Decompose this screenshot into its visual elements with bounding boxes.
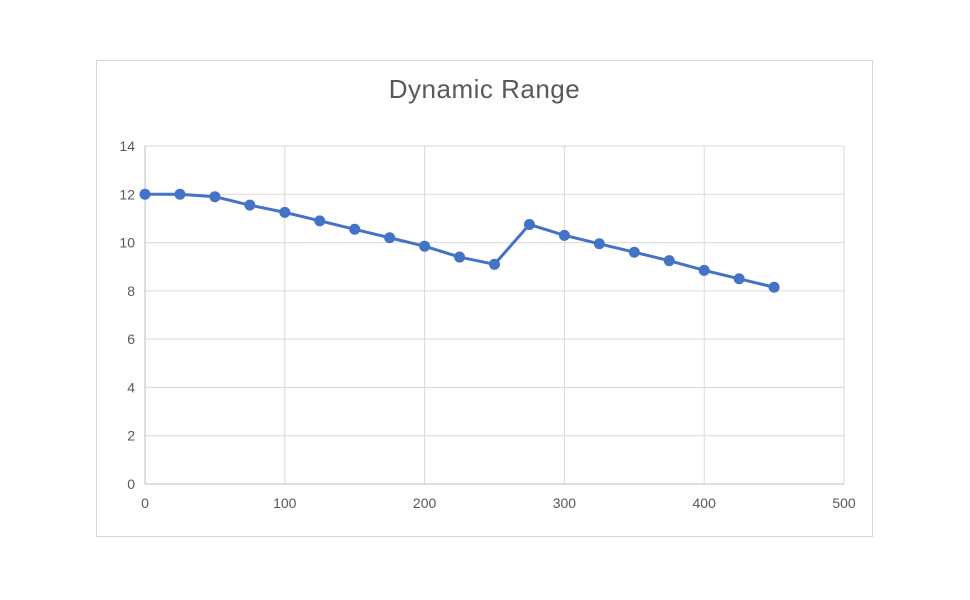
data-point-marker: [593, 238, 605, 250]
data-point-marker: [384, 232, 396, 244]
data-point-marker: [454, 251, 466, 263]
data-point-marker: [419, 240, 431, 252]
x-tick-label: 100: [273, 495, 297, 511]
x-tick-label: 500: [832, 495, 856, 511]
y-tick-label: 2: [127, 428, 135, 444]
data-point-marker: [733, 273, 745, 285]
x-tick-label: 200: [413, 495, 437, 511]
data-point-marker: [209, 191, 221, 203]
data-point-marker: [663, 255, 675, 267]
y-tick-label: 14: [119, 138, 135, 154]
data-point-marker: [139, 188, 151, 200]
line-chart: 0 2 4 6 8 10 12 14 0 100 200 300 400 500: [119, 138, 856, 511]
chart-title: Dynamic Range: [388, 74, 581, 104]
data-point-marker: [523, 218, 535, 230]
y-tick-label: 8: [127, 283, 135, 299]
data-point-marker: [489, 258, 500, 270]
data-point-marker: [698, 264, 710, 276]
x-tick-label: 0: [141, 495, 149, 511]
data-point-marker: [279, 206, 291, 218]
data-point-marker: [349, 223, 361, 235]
data-point-marker: [628, 246, 640, 258]
y-tick-label: 12: [119, 186, 135, 202]
data-point-marker: [174, 188, 186, 200]
x-tick-label: 300: [553, 495, 577, 511]
series-line: [143, 192, 776, 289]
x-tick-label: 400: [693, 495, 717, 511]
y-tick-label: 0: [127, 476, 135, 492]
chart-frame: Dynamic Range 0 2 4 6 8 10 12 14 0 100 200 300 400 50…: [96, 60, 873, 537]
y-tick-label: 10: [119, 235, 135, 251]
data-point-marker: [768, 281, 780, 293]
y-tick-label: 6: [127, 331, 135, 347]
y-tick-label: 4: [127, 379, 135, 395]
data-point-marker: [244, 199, 256, 211]
data-point-marker: [314, 215, 326, 227]
data-point-marker: [558, 229, 570, 241]
